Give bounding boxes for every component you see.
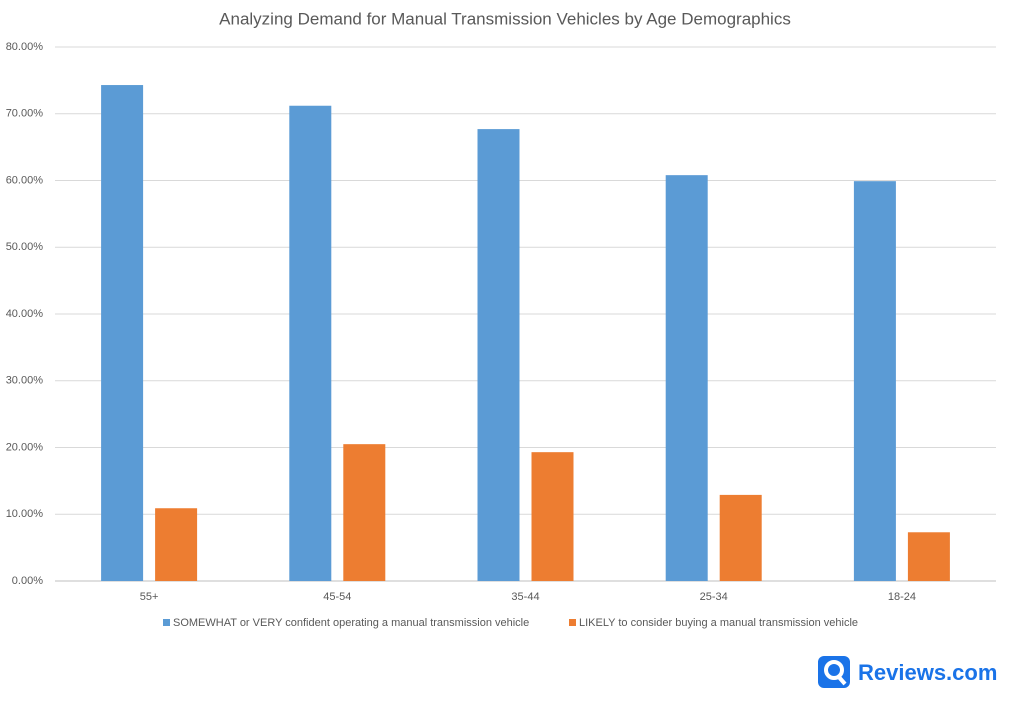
chart-title: Analyzing Demand for Manual Transmission… (219, 9, 791, 28)
bar (853, 181, 896, 582)
x-tick-label: 55+ (140, 591, 159, 603)
logo-icon-ring (824, 660, 844, 680)
y-tick-label: 40.00% (6, 308, 44, 320)
bar (343, 444, 386, 581)
x-tick-label: 18-24 (888, 591, 916, 603)
y-tick-label: 0.00% (12, 575, 43, 587)
y-tick-label: 80.00% (6, 41, 44, 53)
bar (531, 452, 574, 581)
legend-label: LIKELY to consider buying a manual trans… (579, 617, 858, 629)
y-tick-label: 50.00% (6, 241, 44, 253)
legend-label: SOMEWHAT or VERY confident operating a m… (173, 617, 529, 629)
y-tick-label: 10.00% (6, 508, 44, 520)
bar (719, 494, 762, 581)
bar (907, 532, 950, 581)
logo-text: Reviews.com (858, 660, 997, 685)
bar (155, 508, 198, 581)
x-tick-label: 35-44 (511, 591, 539, 603)
logo: Reviews.com (818, 656, 997, 688)
bar (477, 129, 520, 582)
bar (289, 105, 332, 582)
x-tick-label: 25-34 (700, 591, 728, 603)
y-tick-label: 30.00% (6, 375, 44, 387)
y-tick-label: 70.00% (6, 108, 44, 120)
y-tick-label: 20.00% (6, 441, 44, 453)
legend-swatch (569, 619, 576, 626)
bar (101, 85, 144, 582)
x-tick-label: 45-54 (323, 591, 351, 603)
y-tick-label: 60.00% (6, 174, 44, 186)
bar (665, 175, 708, 581)
legend-swatch (163, 619, 170, 626)
logo-icon-handle (836, 674, 847, 686)
